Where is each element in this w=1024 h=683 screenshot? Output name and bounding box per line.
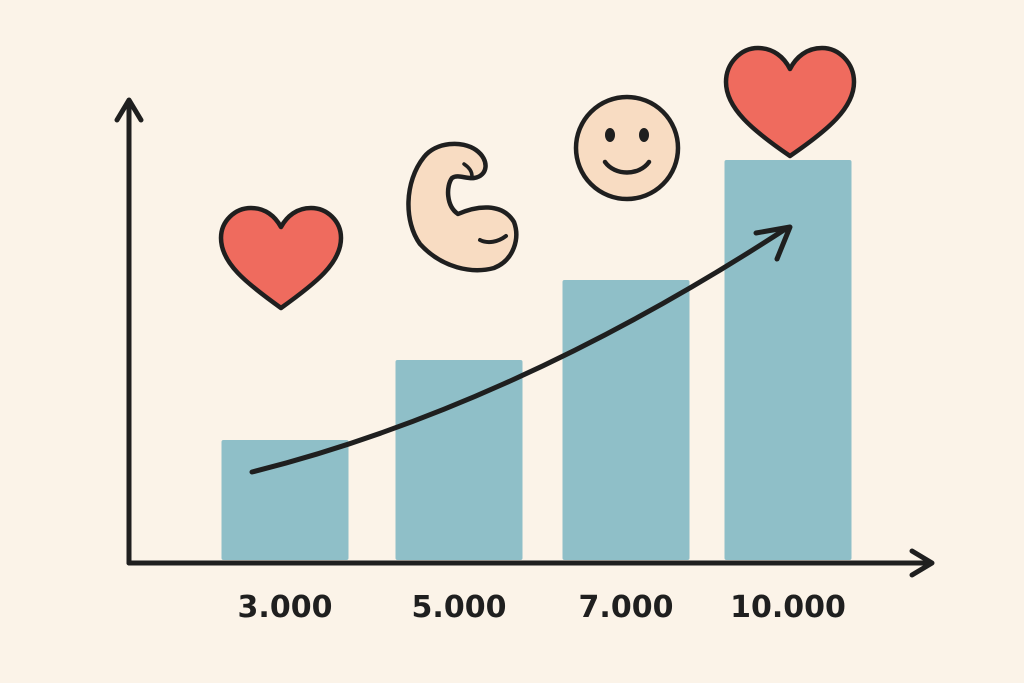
trend-curve: [249, 225, 790, 475]
tick-labels-group: 3.000 5.000 7.000 10.000: [238, 590, 846, 625]
x-tick-label: 7.000: [579, 590, 674, 625]
x-tick-label: 5.000: [412, 590, 507, 625]
bar-1: [221, 440, 349, 560]
smiley-face-icon: [573, 94, 681, 202]
axes: [114, 97, 935, 578]
trend-arrow: [249, 224, 793, 475]
bar-4: [724, 160, 852, 560]
heart-icon: [723, 45, 857, 159]
y-axis-arrowhead: [114, 97, 144, 123]
trend-arrowhead: [753, 224, 793, 262]
bar-2: [395, 360, 523, 560]
flexed-bicep-icon: [406, 141, 519, 273]
x-tick-label: 3.000: [238, 590, 333, 625]
x-axis-arrowhead: [909, 548, 935, 578]
x-tick-label: 10.000: [730, 590, 846, 625]
heart-icon: [218, 205, 344, 311]
bar-3: [562, 280, 690, 560]
